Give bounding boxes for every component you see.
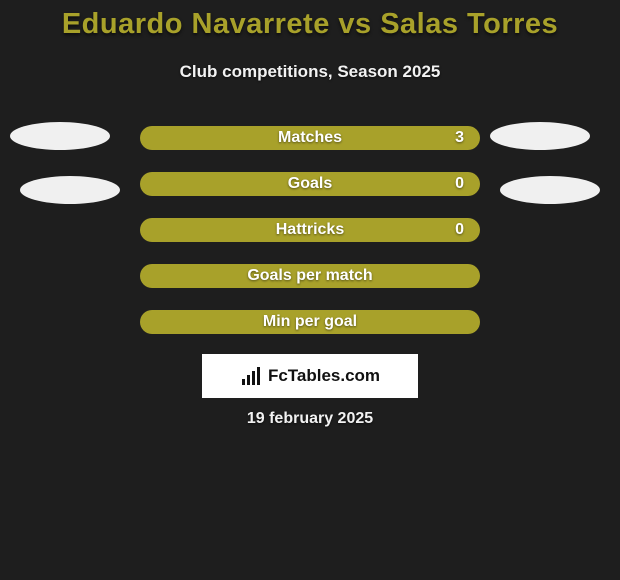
fctables-logo-text: FcTables.com bbox=[268, 366, 380, 386]
stat-bar-label: Hattricks bbox=[140, 221, 480, 239]
side-ellipse bbox=[20, 176, 120, 204]
stat-bar: Goals per match bbox=[140, 264, 480, 288]
stat-bar-label: Min per goal bbox=[140, 313, 480, 331]
stat-bar-value: 3 bbox=[455, 129, 464, 147]
bar-chart-icon bbox=[240, 367, 262, 385]
stat-bar: Hattricks0 bbox=[140, 218, 480, 242]
fctables-logo: FcTables.com bbox=[202, 354, 418, 398]
side-ellipse bbox=[500, 176, 600, 204]
stat-bar: Goals0 bbox=[140, 172, 480, 196]
stat-bar-label: Goals per match bbox=[140, 267, 480, 285]
stat-bar-value: 0 bbox=[455, 175, 464, 193]
comparison-title: Eduardo Navarrete vs Salas Torres bbox=[0, 8, 620, 41]
comparison-subtitle: Club competitions, Season 2025 bbox=[0, 62, 620, 82]
stat-bar: Min per goal bbox=[140, 310, 480, 334]
update-date: 19 february 2025 bbox=[0, 410, 620, 428]
stat-bar-label: Goals bbox=[140, 175, 480, 193]
side-ellipse bbox=[490, 122, 590, 150]
stat-bar: Matches3 bbox=[140, 126, 480, 150]
stat-bar-value: 0 bbox=[455, 221, 464, 239]
stat-bar-label: Matches bbox=[140, 129, 480, 147]
side-ellipse bbox=[10, 122, 110, 150]
